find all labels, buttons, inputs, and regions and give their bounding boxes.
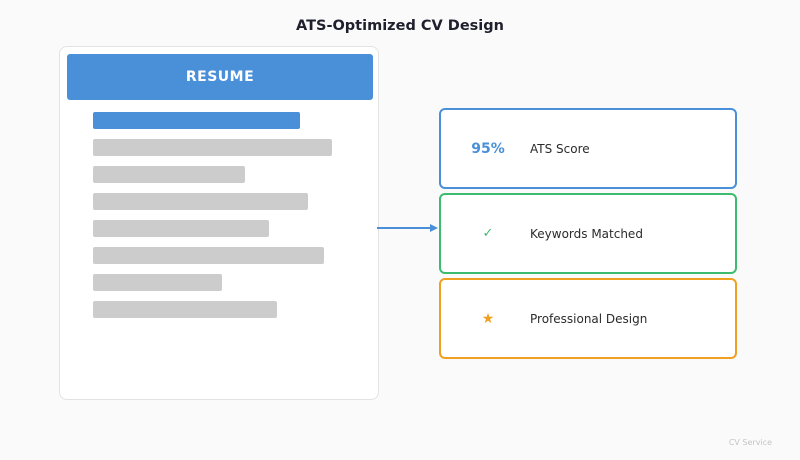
check-icon: ✓: [482, 226, 494, 241]
resume-text-line: [93, 274, 222, 291]
resume-preview-card: RESUME: [59, 46, 379, 400]
ats-score-value: 95%: [471, 140, 505, 157]
resume-text-line: [93, 247, 324, 264]
resume-text-line: [93, 193, 308, 210]
professional-design-card: ★ Professional Design: [439, 278, 737, 359]
keywords-matched-label: Keywords Matched: [530, 226, 643, 241]
resume-title-line: [93, 112, 300, 129]
resume-text-line: [93, 220, 269, 237]
keywords-matched-card: ✓ Keywords Matched: [439, 193, 737, 274]
professional-design-label: Professional Design: [530, 311, 648, 326]
resume-header: RESUME: [67, 54, 373, 100]
ats-score-label: ATS Score: [530, 141, 590, 156]
resume-text-line: [93, 139, 332, 156]
flow-arrow-icon: [377, 224, 438, 232]
ats-score-card: 95% ATS Score: [439, 108, 737, 189]
star-icon: ★: [481, 310, 495, 327]
footer-watermark: CV Service: [728, 438, 772, 447]
resume-text-line: [93, 301, 277, 318]
resume-text-line: [93, 166, 245, 183]
page-title: ATS-Optimized CV Design: [296, 18, 504, 34]
